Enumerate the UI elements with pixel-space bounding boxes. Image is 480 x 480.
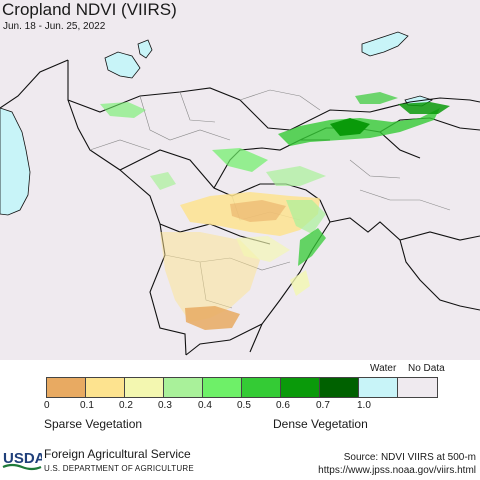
lake-balkhash — [361, 31, 409, 57]
legend-tick: 0.1 — [80, 400, 94, 411]
legend-swatch — [398, 378, 437, 397]
legend-color-bar — [46, 377, 438, 398]
source-url[interactable]: https://www.jpss.noaa.gov/viirs.html — [318, 465, 476, 476]
legend-tick: 0.6 — [276, 400, 290, 411]
caspian-sea — [0, 107, 31, 216]
sparse-vegetation-label: Sparse Vegetation — [44, 417, 143, 431]
region-map — [0, 31, 480, 356]
aral-sea — [104, 51, 141, 79]
legend-tick: 1.0 — [357, 400, 371, 411]
legend-swatch — [203, 378, 242, 397]
footer — [0, 440, 480, 480]
legend-swatch — [359, 378, 398, 397]
legend-tick: 0 — [44, 400, 50, 411]
map-title: Cropland NDVI (VIIRS) — [2, 0, 177, 19]
agency-name: Foreign Agricultural Service — [44, 447, 191, 461]
source-text: Source: NDVI VIIRS at 500-m — [343, 452, 476, 463]
legend-swatch — [125, 378, 164, 397]
aral-sea-east — [137, 39, 153, 59]
svg-text:USDA: USDA — [3, 450, 42, 467]
legend-swatch — [47, 378, 86, 397]
legend-swatch — [86, 378, 125, 397]
legend-tick: 0.4 — [198, 400, 212, 411]
legend-tick: 0.2 — [119, 400, 133, 411]
legend-swatch — [242, 378, 281, 397]
legend-swatch — [164, 378, 203, 397]
date-range: Jun. 18 - Jun. 25, 2022 — [3, 21, 106, 32]
legend-swatch — [281, 378, 320, 397]
legend-nodata-label: No Data — [408, 363, 445, 374]
department-name: U.S. DEPARTMENT OF AGRICULTURE — [44, 464, 194, 473]
legend-swatch — [320, 378, 359, 397]
usda-logo: USDA — [2, 450, 42, 471]
legend-tick: 0.7 — [316, 400, 330, 411]
legend-tick: 0.5 — [237, 400, 251, 411]
legend-water-label: Water — [370, 363, 397, 374]
legend — [0, 360, 480, 440]
dense-vegetation-label: Dense Vegetation — [273, 417, 368, 431]
legend-tick: 0.3 — [158, 400, 172, 411]
cropland-ndvi-pixels — [100, 92, 450, 330]
map-panel: Cropland NDVI (VIIRS) Jun. 18 - Jun. 25,… — [0, 0, 480, 360]
